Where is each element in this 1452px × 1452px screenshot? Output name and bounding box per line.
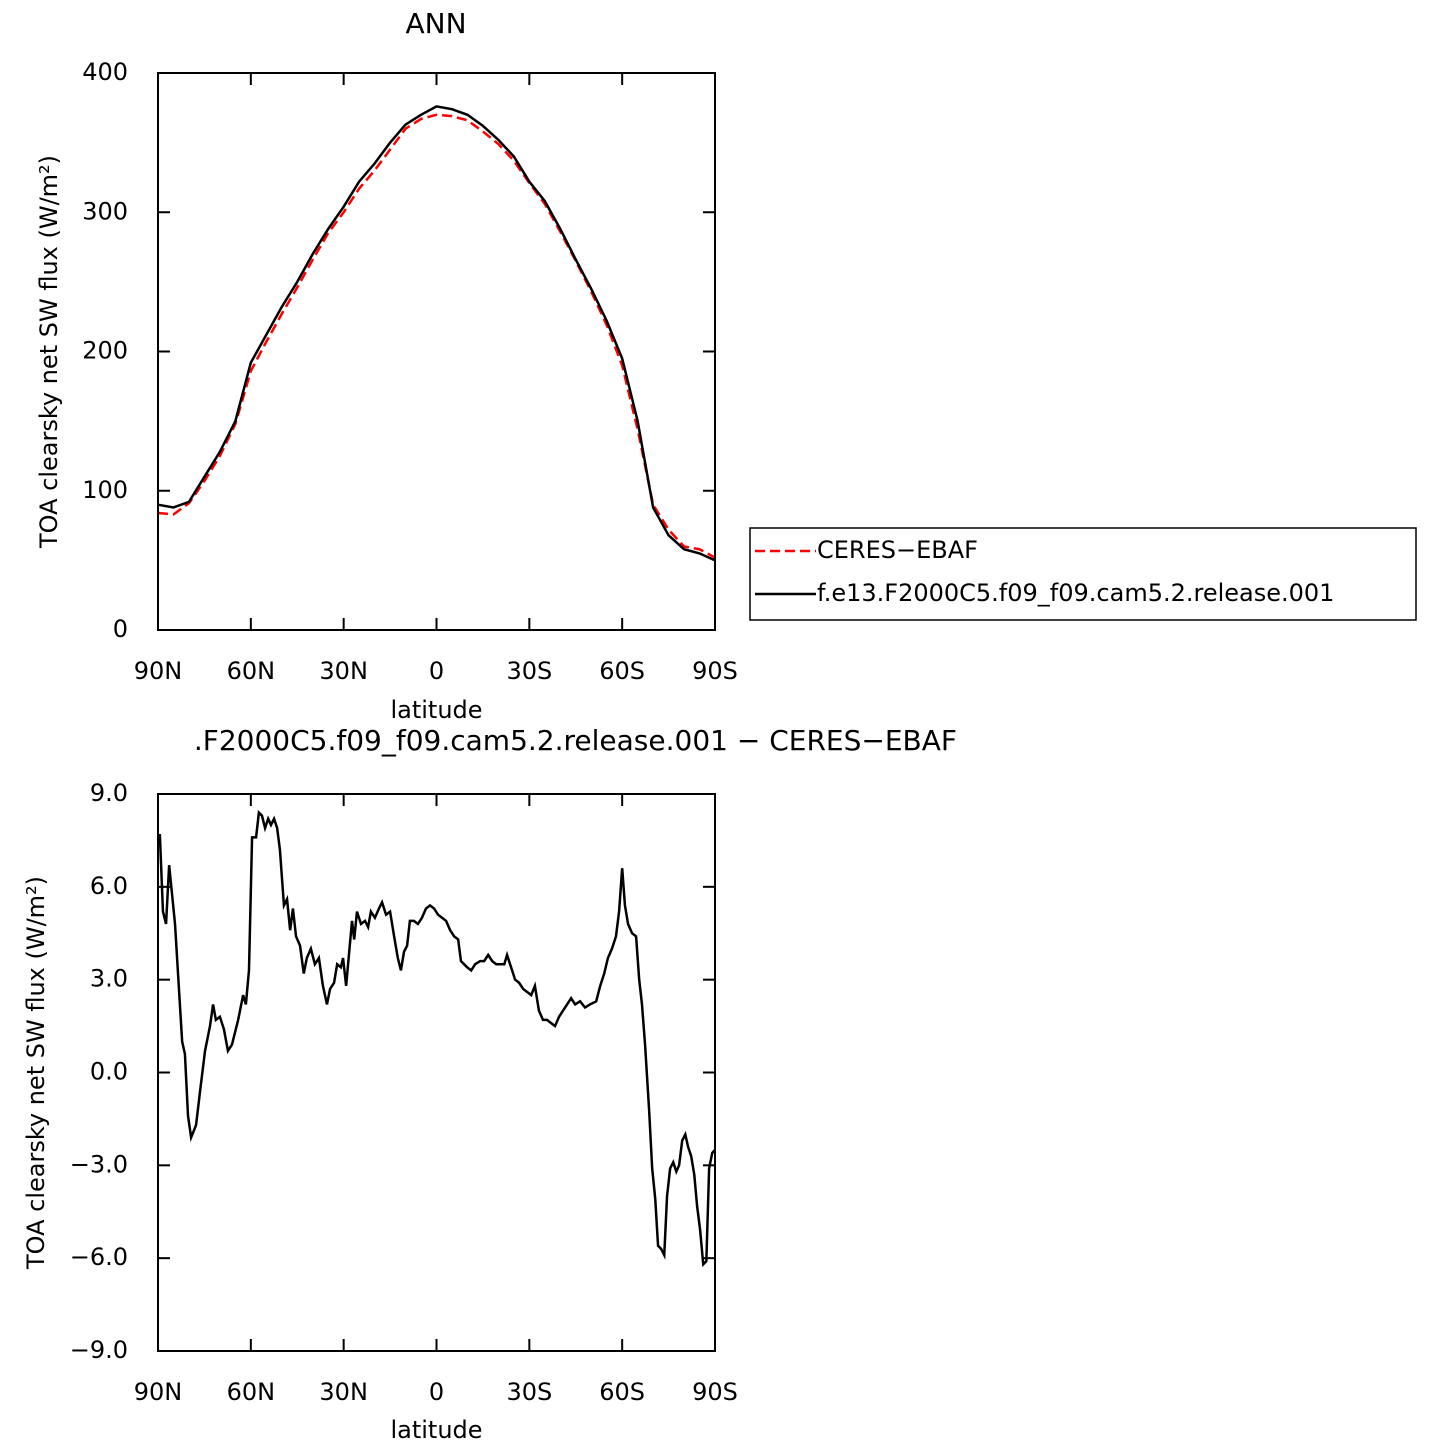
- x-tick-label: 90N: [134, 657, 183, 685]
- x-tick-label: 0: [429, 657, 444, 685]
- y-tick-label: −3.0: [70, 1150, 128, 1178]
- legend-label: f.e13.F2000C5.f09_f09.cam5.2.release.001: [817, 579, 1334, 607]
- x-tick-label: 60N: [227, 1378, 276, 1406]
- x-tick-label: 90S: [692, 1378, 738, 1406]
- y-tick-label: 0: [113, 615, 128, 643]
- y-tick-label: 6.0: [90, 872, 128, 900]
- x-axis-label: latitude: [390, 1416, 482, 1444]
- plot-frame: [157, 793, 716, 1352]
- y-tick-label: 200: [82, 337, 128, 365]
- series-line: [156, 809, 716, 1268]
- x-tick-label: 30N: [319, 657, 368, 685]
- y-tick-label: 400: [82, 58, 128, 86]
- x-tick-label: 90N: [134, 1378, 183, 1406]
- plot-frame: [157, 72, 716, 631]
- y-tick-label: 3.0: [90, 965, 128, 993]
- x-tick-label: 60S: [599, 1378, 645, 1406]
- y-tick-label: 100: [82, 476, 128, 504]
- y-tick-label: −6.0: [70, 1243, 128, 1271]
- series-line: [157, 113, 716, 559]
- y-tick-label: 9.0: [90, 779, 128, 807]
- chart-title: .F2000C5.f09_f09.cam5.2.release.001 − CE…: [194, 724, 957, 757]
- x-tick-label: 60N: [227, 657, 276, 685]
- x-tick-label: 30N: [319, 1378, 368, 1406]
- x-tick-label: 60S: [599, 657, 645, 685]
- y-tick-label: −9.0: [70, 1336, 128, 1364]
- legend-label: CERES−EBAF: [817, 536, 978, 564]
- chart-title: ANN: [405, 7, 466, 40]
- y-axis-label: TOA clearsky net SW flux (W/m²): [35, 155, 63, 549]
- y-axis-label: TOA clearsky net SW flux (W/m²): [22, 876, 50, 1270]
- y-tick-label: 300: [82, 197, 128, 225]
- y-tick-label: 0.0: [90, 1058, 128, 1086]
- x-tick-label: 0: [429, 1378, 444, 1406]
- series-line: [157, 105, 716, 562]
- x-tick-label: 30S: [506, 657, 552, 685]
- x-tick-label: 30S: [506, 1378, 552, 1406]
- x-axis-label: latitude: [390, 696, 482, 724]
- legend-box: [749, 527, 1417, 621]
- x-tick-label: 90S: [692, 657, 738, 685]
